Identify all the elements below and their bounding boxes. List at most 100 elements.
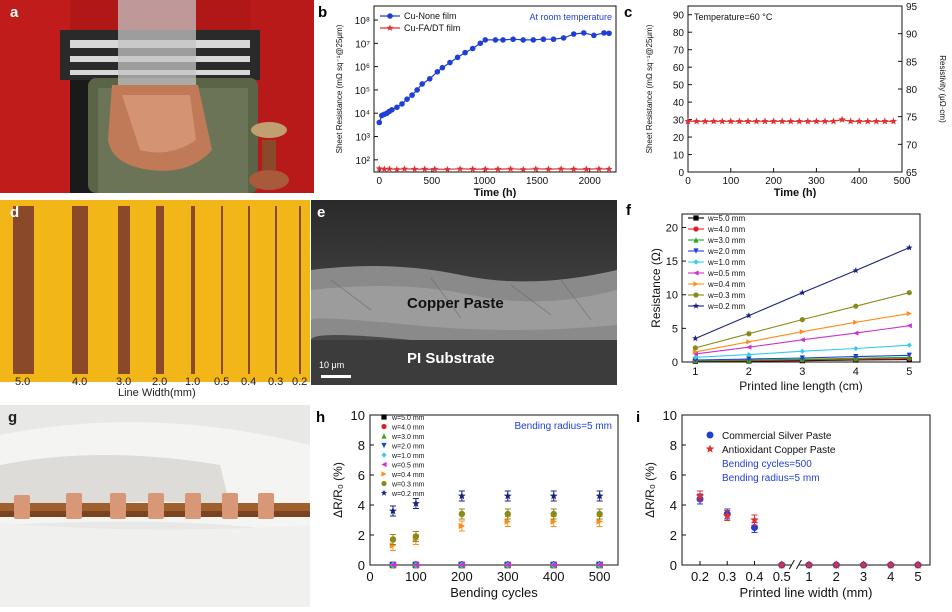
data-point [389,561,397,569]
x-tick-label: 0 [376,176,382,187]
y-tick-label: 10 [673,151,685,162]
y-tick-label: 10 [663,408,677,423]
copper-paste-label: Copper Paste [407,295,504,312]
data-point [692,354,698,360]
x-tick-label: 500 [894,176,911,187]
panel-d-photo: 5.0 4.0 3.0 2.0 1.0 0.5 0.4 0.3 0.2 Line Width(m… [0,200,310,400]
legend-marker [381,414,387,420]
x-tick-label: 100 [722,176,739,187]
data-point [746,331,752,337]
line-width-tick-label: 0.2 [292,376,308,388]
data-point [550,510,557,518]
data-point [853,330,859,336]
data-point [469,45,476,52]
legend-label: w=3.0 mm [707,236,745,245]
y-tick-label: 2 [670,528,677,543]
legend-label: w=0.2 mm [391,491,425,498]
data-point [718,117,726,125]
data-point [504,561,511,569]
data-point [906,244,913,251]
data-point [520,37,526,43]
panel-f-letter: f [626,202,631,219]
data-point [510,36,516,43]
legend-marker [381,480,387,487]
data-point [745,312,753,319]
printer-photo-illustration [0,0,314,193]
data-point [439,64,446,71]
data-point [477,40,484,47]
data-point [385,165,393,172]
data-point [605,165,613,172]
legend-label: w=2.0 mm [391,444,425,451]
printed-line [117,206,131,374]
y-axis-title: Sheet Resistance (mΩ sq⁻¹@25μm) [645,24,654,153]
printed-line [299,206,301,374]
data-point [412,499,420,507]
data-point [853,345,859,352]
data-point [458,522,466,530]
data-point [494,165,502,172]
data-point [375,165,383,172]
pi-substrate-label: PI Substrate [407,350,495,367]
data-point [389,536,397,543]
data-point [913,560,923,569]
line-width-tick-label: 2.0 [152,376,168,388]
data-point [469,165,477,172]
y-axis-title: ΔR/R₀ (%) [643,462,657,518]
data-point [434,68,441,75]
y-tick-label: 8 [670,438,677,453]
data-point [595,165,603,172]
data-point [752,117,761,125]
data-point [596,518,603,525]
data-point [412,533,420,540]
y-tick-label: 20 [673,133,685,144]
line-width-tick-label: 0.5 [214,376,230,388]
x-tick-label: 100 [405,569,427,584]
data-point [872,117,880,125]
chart-f-resistance-vs-length: 1 2 3 4 5 0 5 10 15 20 Printed line length (cm) Res… [649,213,921,393]
x-tick-label: 0 [685,176,691,187]
legend-marker [693,259,699,265]
x-tick-label: 4 [887,569,894,584]
x-tick-label: 400 [543,569,565,584]
data-point [692,349,698,355]
data-point [799,355,805,361]
y-tick-label: 0 [358,558,365,573]
legend-marker [693,248,699,254]
line-width-tick-label: 0.3 [268,376,284,388]
data-point [419,81,425,87]
data-point [458,561,466,569]
x-tick-label: 3 [799,366,805,378]
data-point [376,119,383,126]
line-width-tick-label: 0.4 [241,376,257,388]
y-tick-label: 0 [678,168,684,179]
legend-label: w=0.2 mm [707,302,745,311]
legend-label: w=4.0 mm [707,225,745,234]
data-point [596,510,603,518]
legend-label: Cu-None film [404,11,457,21]
printed-line [12,206,34,374]
plot-frame [369,414,619,566]
legend-label: w=0.4 mm [391,472,425,479]
data-point [906,323,912,329]
data-point [550,36,557,43]
data-point [393,165,401,173]
data-point [519,165,527,173]
legend-marker [381,452,387,458]
y-tick-label: 10³ [356,133,371,144]
x-tick-label: 0.3 [718,569,736,584]
data-point [855,117,863,125]
y-tick-label: 6 [670,468,677,483]
legend-label: w=0.3 mm [391,482,425,489]
y-tick-label: 20 [666,222,678,234]
data-point [606,30,612,37]
annotation: Bending radius=5 mm [514,421,612,432]
line-width-tick-label: 4.0 [72,376,88,388]
data-point [444,165,451,173]
line-width-tick-label: 1.0 [185,376,201,388]
printed-line [190,206,196,374]
data-point [389,506,397,515]
chart-b-sheet-resistance-vs-time: 0 500 1000 1500 2000 10² 10³ 10⁴ 10⁵ 10⁶ 10⁷ 10⁸ Tim… [335,5,617,199]
sem-cross-section [311,200,617,385]
x-tick-label: 0.4 [745,569,763,584]
